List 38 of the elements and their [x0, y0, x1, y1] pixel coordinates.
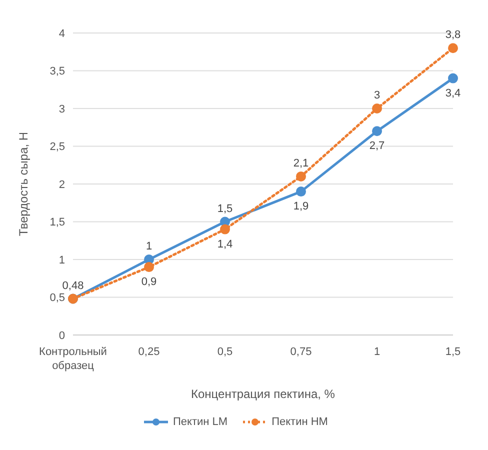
data-label: 1: [146, 240, 152, 252]
data-label: 2,7: [369, 140, 385, 152]
point: [296, 186, 306, 197]
x-tick-label: 0,5: [217, 346, 233, 358]
data-label: 0,9: [141, 276, 157, 288]
legend-label: Пектин LM: [173, 416, 228, 428]
x-tick-label: 1: [374, 346, 380, 358]
legend-label: Пектин HM: [272, 416, 328, 428]
data-label: 3,8: [445, 29, 461, 42]
y-tick-label: 1: [58, 254, 65, 266]
point: [220, 224, 230, 234]
point: [372, 104, 382, 114]
y-tick-label: 3: [58, 103, 65, 116]
x-tick-label: 0,75: [290, 346, 312, 358]
point: [448, 43, 458, 54]
y-tick-label: 3,5: [50, 66, 65, 78]
y-tick-label: 0: [58, 330, 65, 342]
x-tick-label: Контрольный образец: [39, 346, 107, 372]
y-tick-label: 4: [58, 28, 65, 40]
point: [144, 262, 154, 272]
y-tick-label: 2: [58, 178, 65, 191]
x-tick-label: 1,5: [445, 346, 461, 358]
data-label: 1,5: [217, 202, 233, 215]
y-tick-label: 2,5: [50, 141, 65, 154]
x-axis-title: Концентрация пектина, %: [191, 387, 336, 401]
data-label: 3,4: [445, 87, 461, 100]
y-tick-label: 1,5: [50, 216, 65, 229]
point: [448, 73, 458, 84]
data-label: 3: [374, 90, 380, 102]
x-tick-label: 0,25: [138, 346, 160, 358]
data-label: 1,4: [217, 238, 233, 250]
y-axis-title: Твердость сыра, Н: [16, 132, 30, 236]
data-label: 2,1: [293, 157, 309, 170]
point: [296, 171, 306, 182]
data-label: 1,9: [293, 200, 309, 213]
y-tick-label: 0,5: [50, 292, 65, 304]
data-label: 0,48: [62, 280, 84, 292]
point: [372, 126, 382, 136]
